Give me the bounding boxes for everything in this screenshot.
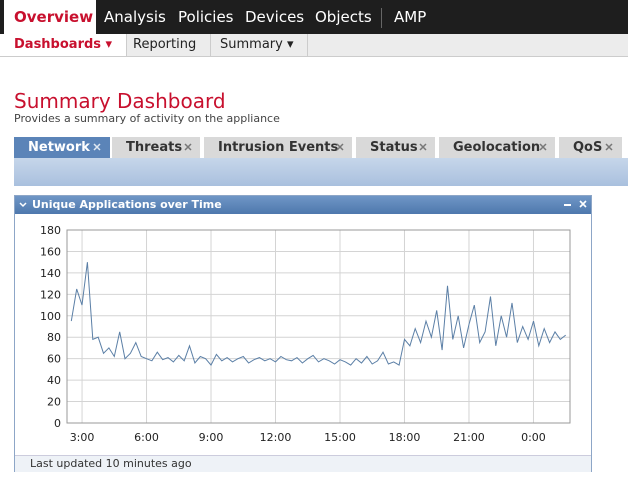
tab[interactable]: QoS [559, 137, 622, 158]
sub-nav-item[interactable]: Reporting [119, 34, 212, 56]
y-tick-label: 160 [40, 245, 61, 258]
collapse-icon[interactable] [19, 202, 27, 208]
x-tick-label: 9:00 [199, 431, 224, 444]
x-tick-label: 0:00 [521, 431, 546, 444]
close-icon[interactable] [579, 200, 587, 208]
plot-frame [66, 229, 571, 424]
y-tick-label: 60 [47, 353, 61, 366]
y-tick-label: 180 [40, 224, 61, 237]
widget-footer [15, 455, 591, 472]
top-nav [0, 0, 628, 34]
sub-nav-item[interactable]: Dashboards ▾ [0, 34, 128, 56]
tab[interactable]: Intrusion Events [204, 137, 352, 158]
widget-title: Unique Applications over Time [32, 198, 222, 211]
y-tick-label: 20 [47, 396, 61, 409]
nav-item[interactable]: Policies [178, 8, 234, 26]
x-tick-label: 6:00 [134, 431, 159, 444]
nav-item[interactable]: Devices [245, 8, 305, 26]
chart: 0 20 40 60 80 100 120 140 160 180 3:00 6:00 9:00 12:0… [40, 224, 571, 444]
tab-close-icons [93, 143, 613, 151]
page-title: Summary Dashboard [14, 89, 226, 113]
nav-item[interactable]: Overview [4, 0, 96, 34]
x-tick-label: 15:00 [324, 431, 356, 444]
widget-icons [19, 200, 587, 208]
nav-item[interactable]: Analysis [104, 8, 166, 26]
tab[interactable]: Status [356, 137, 435, 158]
x-tick-label: 21:00 [453, 431, 485, 444]
tab[interactable]: Geolocation [439, 137, 555, 158]
y-tick-label: 140 [40, 267, 61, 280]
y-tick-label: 100 [40, 310, 61, 323]
data-line [70, 262, 567, 367]
y-tick-label: 80 [47, 331, 61, 344]
x-tick-label: 18:00 [389, 431, 421, 444]
footer-text: Last updated 10 minutes ago [30, 457, 192, 470]
sub-nav [0, 34, 628, 57]
nav-item[interactable]: AMP [394, 8, 427, 26]
y-tick-label: 40 [47, 374, 61, 387]
x-tick-label: 3:00 [70, 431, 95, 444]
close-icon[interactable] [93, 143, 613, 151]
y-tick-label: 120 [40, 288, 61, 301]
sub-nav-item[interactable]: Summary ▾ [206, 34, 309, 56]
nav-item[interactable]: Objects [315, 8, 372, 26]
tab[interactable]: Threats [112, 137, 200, 158]
separator [381, 8, 382, 28]
page-subtitle: Provides a summary of activity on the ap… [14, 112, 280, 125]
tab-bar [14, 158, 628, 186]
y-tick-label: 0 [54, 417, 61, 430]
tab[interactable]: Network [14, 137, 110, 158]
widget-header [15, 196, 591, 214]
x-tick-label: 12:00 [260, 431, 292, 444]
